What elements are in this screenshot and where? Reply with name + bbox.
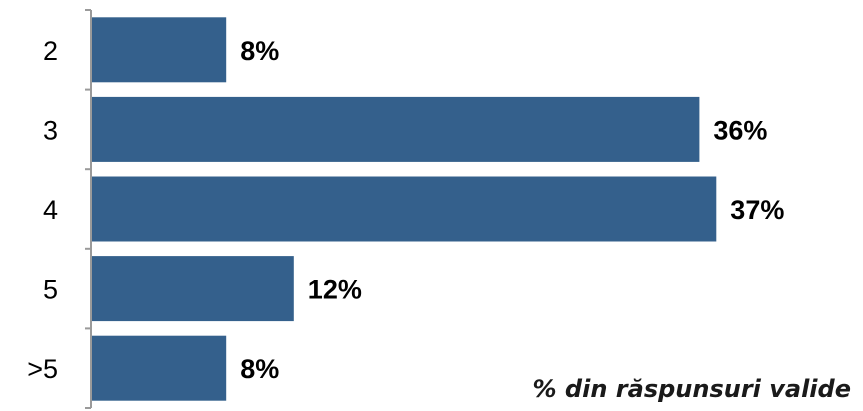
- value-labels: 8% 36% 37% 12% 8%: [240, 36, 784, 384]
- bar-3: [91, 256, 294, 322]
- bar-0: [91, 17, 227, 83]
- category-label-2: 4: [43, 195, 58, 225]
- value-label-3: 12%: [308, 275, 362, 305]
- bar-4: [91, 335, 227, 401]
- category-label-1: 3: [43, 115, 58, 145]
- value-label-4: 8%: [240, 354, 279, 384]
- value-label-2: 37%: [730, 195, 784, 225]
- category-label-0: 2: [43, 36, 58, 66]
- bar-2: [91, 176, 717, 242]
- chart-annotation: % din răspunsuri valide: [532, 375, 851, 403]
- y-axis: [85, 9, 92, 409]
- bar-1: [91, 96, 700, 162]
- value-label-0: 8%: [240, 36, 279, 66]
- bars-layer: [91, 17, 717, 401]
- category-label-4: >5: [27, 354, 58, 384]
- category-labels: 2 3 4 5 >5: [27, 36, 58, 384]
- value-label-1: 36%: [713, 115, 767, 145]
- category-label-3: 5: [43, 275, 58, 305]
